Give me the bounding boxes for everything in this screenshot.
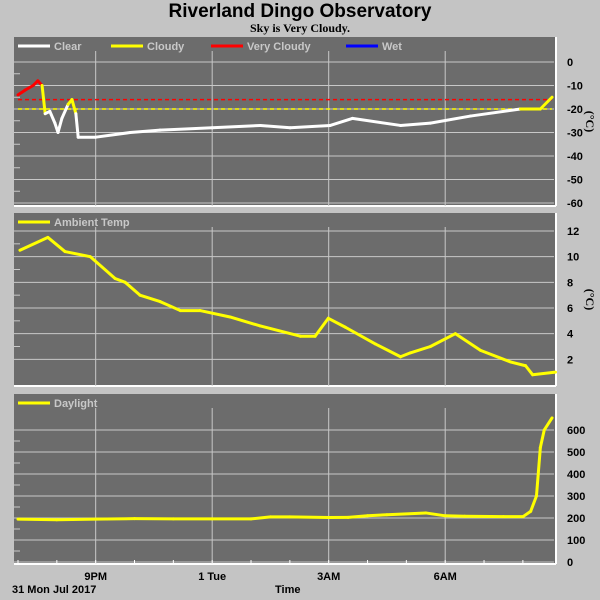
legend-label: Daylight [54,398,98,410]
series-segment [288,515,331,520]
daylight-panel: 600 500 400 300 200 100 0 Daylight [14,394,585,569]
series-segment [63,250,92,259]
series-segment [538,428,546,450]
y-tick-label: 500 [567,447,585,459]
legend-label: Very Cloudy [247,41,311,53]
series-segment [56,116,64,134]
series-segment [55,517,98,522]
y-tick-label: 6 [567,303,573,315]
series-segment [249,515,272,521]
series-segment [288,123,332,130]
series-segment [198,309,232,319]
series-segment [48,109,57,125]
series-segment [326,316,347,329]
series-segment [408,345,432,355]
page-title: Riverland Dingo Observatory [168,1,432,22]
series-segment [524,364,535,377]
series-segment [138,293,162,304]
series-segment [531,370,557,377]
plot-background [14,37,556,206]
plot-background [14,394,556,564]
series-segment [40,84,47,116]
series-segment [399,351,412,359]
series-segment [18,235,50,252]
y-axis-label: (°C) [583,111,597,132]
series-segment [346,514,370,519]
series-segment [60,102,70,120]
legend-label: Clear [54,41,82,53]
sky-status: Sky is Very Cloudy. [249,21,351,35]
date-label: 31 Mon Jul 2017 [12,584,97,596]
y-tick-label: -40 [567,151,583,163]
series-segment [479,348,512,364]
y-tick-label: 10 [567,252,579,264]
series-segment [424,511,447,518]
y-tick-label: -50 [567,175,583,187]
series-segment [453,332,483,352]
ambient-temp-panel: 12 10 8 6 4 2 (°C) Ambient Temp [14,213,597,387]
series-segment [258,123,292,130]
series-segment [94,131,132,139]
series-segment [399,121,432,127]
series-segment [113,276,127,284]
series-segment [46,235,67,254]
series-segment [366,513,389,518]
y-tick-label: 4 [567,329,574,341]
y-tick-label: 300 [567,491,585,503]
y-tick-label: -20 [567,104,583,116]
series-segment [521,509,533,519]
y-axis-label: (°C) [583,289,597,310]
y-tick-label: 600 [567,425,585,437]
series-segment [529,494,538,513]
series-segment [23,84,35,92]
series-segment [350,116,403,127]
y-tick-label: 100 [567,535,585,547]
y-tick-label: 2 [567,354,573,366]
series-segment [123,280,142,297]
series-segment [428,332,457,348]
series-segment [328,116,354,127]
series-segment [16,517,59,522]
x-tick-label: 1 Tue [198,571,226,583]
legend-label: Ambient Temp [54,217,130,229]
series-segment [428,114,472,125]
sky-temp-panel: 0 -10 -20 -30 -40 -50 -60 (°C) Clear Cloudy Very C… [14,37,597,210]
series-segment [385,511,428,517]
y-tick-label: 12 [567,226,579,238]
y-tick-label: -10 [567,81,583,93]
x-tick-label: 9PM [84,571,107,583]
x-axis-label: Time [275,584,301,596]
y-tick-label: 200 [567,513,585,525]
y-tick-label: 400 [567,469,585,481]
series-segment [313,316,330,338]
series-segment [128,128,162,134]
series-segment [534,446,542,498]
y-tick-label: 0 [567,557,573,569]
series-segment [343,325,377,346]
legend-label: Cloudy [147,41,185,53]
series-segment [158,126,214,132]
series-segment [542,416,554,432]
series-segment [88,255,117,280]
plot-background [14,213,556,386]
series-segment [158,300,182,313]
series-segment [468,107,523,118]
y-tick-label: 8 [567,277,573,289]
x-tick-label: 3AM [317,571,340,583]
x-tick-label: 6AM [434,571,457,583]
legend-label: Wet [382,41,402,53]
series-segment [74,112,80,139]
series-segment [70,98,78,116]
series-segment [228,315,262,328]
series-segment [538,95,554,111]
y-tick-label: -30 [567,128,583,140]
y-tick-label: 0 [567,57,573,69]
series-segment [210,123,262,130]
y-tick-label: -60 [567,198,583,210]
series-segment [373,342,403,359]
series-segment [258,324,302,338]
series-segment [508,360,528,368]
